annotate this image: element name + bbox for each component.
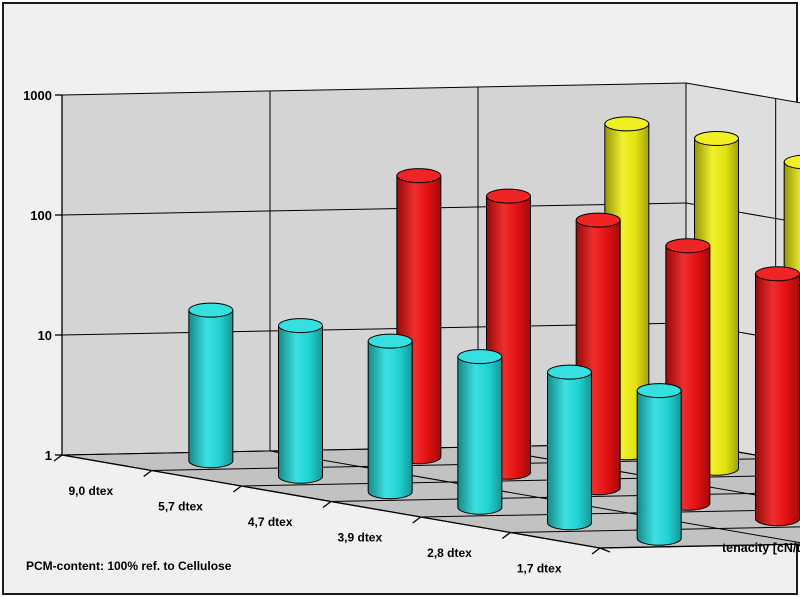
x-tick-mark	[322, 500, 332, 509]
category-label: 2,8 dtex	[427, 546, 472, 560]
series-label: tenacity [cN/tex]	[722, 541, 800, 555]
bar-top	[636, 383, 682, 399]
labels: 1 10 100 1000 9,0 dtex 5,7 dtex 4,7 dtex 3,9 dt…	[23, 88, 800, 575]
bar-top	[665, 238, 711, 254]
bar-body	[755, 273, 800, 527]
bar-top	[278, 318, 323, 334]
bar	[547, 364, 592, 531]
bar	[457, 349, 503, 515]
bar-body	[188, 309, 234, 469]
bar-top	[486, 188, 531, 204]
bar-top	[457, 349, 503, 365]
grid-line	[61, 82, 687, 96]
z-tick-mark	[599, 547, 611, 553]
bar-top	[396, 168, 442, 184]
bar-body	[457, 356, 503, 515]
y-tick-label: 1000	[23, 88, 52, 103]
grid-line	[269, 450, 800, 544]
y-tick-label: 100	[30, 208, 52, 223]
x-tick-mark	[591, 547, 601, 555]
bar	[367, 333, 413, 500]
bar	[755, 266, 800, 527]
grid-line	[685, 202, 800, 224]
grid-line	[61, 202, 687, 216]
bar	[188, 302, 234, 469]
bar-top	[367, 333, 413, 349]
bar-top	[755, 266, 800, 282]
bar-top	[188, 302, 234, 318]
chart-annotation: PCM-content: 100% ref. to Cellulose	[26, 559, 232, 573]
y-tick-label: 1	[45, 448, 52, 463]
category-label: 5,7 dtex	[158, 499, 203, 513]
bar-body	[278, 325, 323, 484]
x-tick-mark	[501, 531, 511, 540]
bar-top	[547, 364, 592, 380]
bar	[278, 318, 323, 484]
y-tick-label: 10	[38, 328, 52, 343]
bar-top	[694, 130, 739, 146]
category-label: 9,0 dtex	[68, 484, 113, 498]
z-axis-line	[599, 543, 800, 549]
bar-body	[367, 340, 413, 500]
x-tick-mark	[412, 516, 422, 524]
grid-line	[685, 82, 800, 104]
grid-line	[510, 526, 800, 533]
x-tick-mark	[53, 454, 63, 462]
bar	[636, 383, 682, 546]
category-label: 1,7 dtex	[517, 561, 562, 575]
bar-top	[604, 116, 650, 132]
x-tick-mark	[232, 485, 242, 493]
bars	[188, 116, 800, 546]
bar-top	[783, 154, 800, 170]
axis-lines	[53, 94, 800, 555]
category-label: 4,7 dtex	[248, 515, 293, 529]
grid-line	[420, 509, 800, 518]
bar-body	[636, 390, 682, 546]
x-tick-mark	[143, 469, 153, 478]
bar-top	[575, 212, 621, 228]
category-label: 3,9 dtex	[337, 530, 382, 544]
bar-body	[547, 371, 592, 531]
